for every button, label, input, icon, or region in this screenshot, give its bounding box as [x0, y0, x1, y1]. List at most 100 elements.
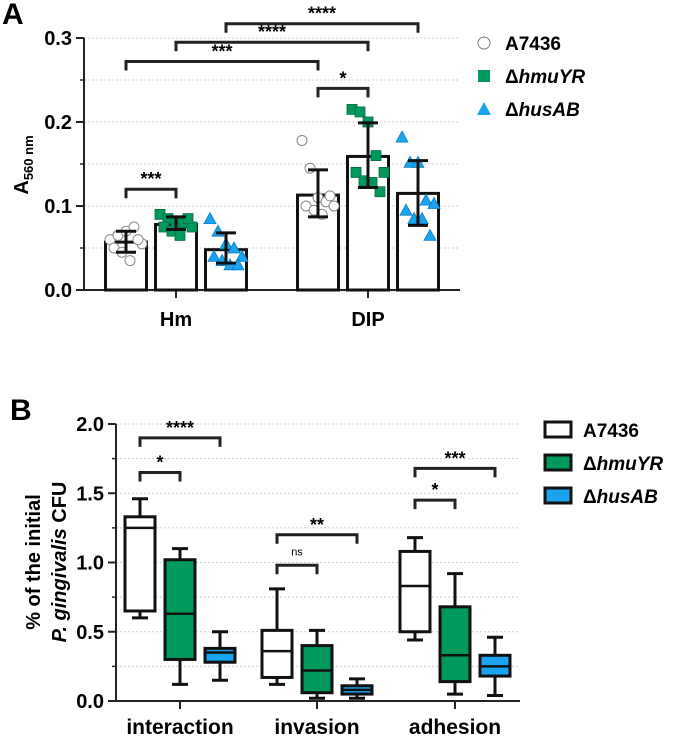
legend-swatch	[543, 420, 573, 439]
y-axis-label-line1: % of the initial	[23, 494, 45, 630]
data-point-square	[350, 166, 362, 178]
x-tick-label: Hm	[160, 309, 192, 331]
box	[123, 515, 157, 613]
error-bar	[116, 229, 136, 254]
panel-a-chart: 0.0 0.1 0.2 0.3 A560 nm Hm DIP A7436 ΔhmuYR ΔhusA…	[11, 4, 585, 331]
box	[163, 558, 197, 661]
error-bar	[408, 159, 428, 227]
data-point-circle	[328, 200, 340, 212]
data-point-circle	[304, 162, 316, 174]
panel-b-label: B	[10, 394, 32, 427]
box	[438, 605, 472, 684]
y-tick-label: 0.0	[76, 691, 104, 713]
box-whisker	[172, 547, 188, 686]
significance-label: ****	[258, 22, 286, 42]
box	[260, 628, 294, 679]
significance-bracket	[224, 22, 420, 33]
data-point-triangle	[203, 211, 217, 224]
data-point-circle	[296, 134, 308, 146]
significance-label: ns	[291, 546, 303, 558]
data-point-circle	[132, 234, 144, 246]
x-tick-label: invasion	[274, 716, 359, 738]
legend-label: ΔhusAB	[505, 100, 580, 121]
box	[398, 549, 432, 634]
y-tick-label: 0.5	[76, 622, 104, 644]
significance-bracket	[174, 40, 370, 52]
significance-bracket	[413, 498, 457, 510]
data-point-circle	[324, 190, 336, 202]
data-point-square	[174, 229, 186, 241]
x-tick-label: interaction	[126, 716, 233, 738]
significance-bracket	[138, 436, 222, 447]
legend-label: A7436	[505, 34, 561, 55]
data-point-triangle	[399, 203, 413, 216]
significance-bracket	[124, 60, 320, 71]
data-point-square	[182, 213, 194, 225]
significance-bracket	[316, 86, 370, 98]
significance-label: *	[339, 68, 346, 88]
box-whisker	[349, 677, 365, 700]
legend-swatch	[543, 486, 573, 505]
box-whisker	[407, 536, 423, 642]
data-point-triangle	[395, 130, 409, 143]
significance-label: ****	[166, 418, 194, 438]
data-point-triangle	[227, 241, 241, 254]
significance-label: **	[310, 515, 324, 535]
data-point-square	[378, 166, 390, 178]
significance-bracket	[124, 187, 178, 199]
y-tick-label: 2.0	[76, 414, 104, 436]
box-whisker	[309, 628, 325, 700]
box	[300, 644, 334, 695]
data-point-square	[354, 106, 366, 118]
panel-a-label: A	[2, 0, 24, 31]
legend-label: A7436	[583, 421, 639, 442]
significance-label: ***	[211, 42, 232, 62]
data-point-triangle	[423, 228, 437, 241]
y-axis-label-line2: P. gingivalis CFU	[49, 482, 71, 643]
legend-marker-square	[478, 70, 490, 82]
box-whisker	[447, 572, 463, 696]
significance-label: ***	[140, 169, 161, 189]
y-tick-label: 1.0	[76, 553, 104, 575]
significance-bracket	[275, 563, 319, 575]
box-whisker	[487, 635, 503, 697]
error-bar	[166, 215, 186, 232]
legend-label: ΔhmuYR	[505, 67, 585, 88]
significance-bracket	[413, 466, 497, 478]
legend-label: ΔhmuYR	[583, 454, 663, 475]
error-bar	[358, 121, 378, 190]
box-whisker	[269, 587, 285, 686]
legend-label: ΔhusAB	[583, 487, 658, 508]
x-tick-label: adhesion	[409, 716, 501, 738]
y-tick-label: 1.5	[76, 483, 104, 505]
significance-bracket	[275, 533, 359, 544]
error-bar	[216, 231, 236, 265]
significance-label: ****	[308, 4, 336, 24]
box	[203, 646, 237, 664]
box-whisker	[132, 497, 148, 620]
data-point-triangle	[211, 224, 225, 237]
significance-label: *	[156, 452, 163, 472]
significance-label: ***	[444, 448, 465, 468]
data-point-square	[370, 150, 382, 162]
y-tick-label: 0.0	[44, 280, 72, 302]
legend-marker-triangle	[477, 102, 491, 115]
y-tick-label: 0.3	[44, 28, 72, 50]
data-point-circle	[124, 255, 136, 267]
data-point-triangle	[207, 249, 221, 262]
significance-label: *	[431, 480, 438, 500]
y-tick-label: 0.2	[44, 112, 72, 134]
y-tick-label: 0.1	[44, 196, 72, 218]
data-point-triangle	[427, 196, 441, 209]
error-bar	[308, 168, 328, 219]
data-point-square	[374, 186, 386, 198]
data-point-triangle	[235, 249, 249, 262]
box-whisker	[212, 630, 228, 682]
y-axis-label: A560 nm	[11, 135, 36, 194]
legend-marker-circle	[477, 36, 491, 50]
panel-b-chart: 0.0 0.5 1.0 1.5 2.0 % of the initial P. gingiv…	[23, 414, 663, 738]
x-tick-label: DIP	[351, 309, 384, 331]
significance-bracket	[138, 470, 182, 482]
legend-swatch	[543, 453, 573, 472]
